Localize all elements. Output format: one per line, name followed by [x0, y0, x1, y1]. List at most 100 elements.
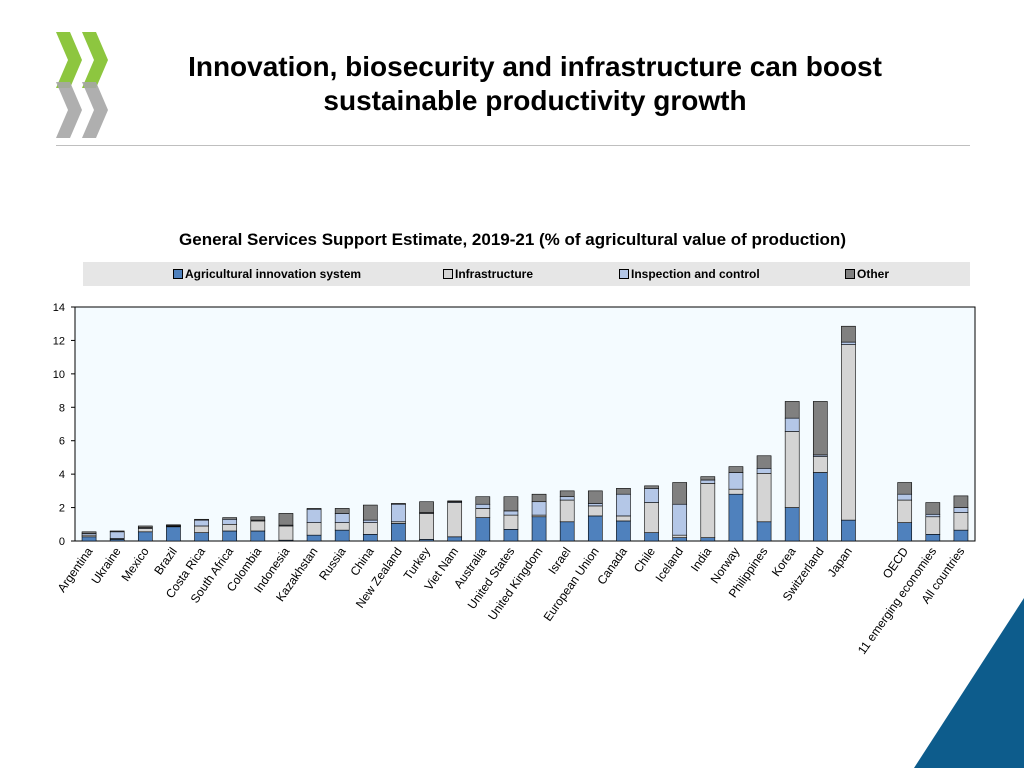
bar-segment	[475, 496, 491, 505]
x-category-label: Japan	[825, 545, 855, 580]
y-tick-label: 10	[53, 369, 65, 381]
bar-segment	[728, 493, 744, 542]
y-tick-label: 0	[59, 536, 65, 548]
legend-item-infrastructure: Infrastructure	[443, 262, 533, 286]
bar-segment	[447, 500, 463, 503]
bar-segment	[166, 526, 181, 542]
bar-segment	[812, 401, 828, 456]
bar-segment	[531, 493, 547, 503]
bar-segment	[812, 456, 828, 473]
bar-segment	[953, 495, 969, 508]
x-category-label: Iceland	[652, 545, 686, 585]
bar-segment	[700, 537, 716, 542]
logo-chevron-green-right	[82, 32, 108, 88]
bar-segment	[756, 473, 772, 523]
bar-segment	[334, 522, 350, 531]
y-tick-label: 6	[59, 436, 65, 448]
corner-decoration	[914, 598, 1024, 768]
bar-segment	[306, 508, 322, 523]
bar-segment	[953, 507, 969, 513]
y-tick-label: 4	[59, 469, 65, 481]
bar-segment	[306, 508, 322, 510]
bar-segment	[278, 525, 294, 541]
bar-segment	[784, 507, 800, 542]
bar-segment	[756, 521, 772, 542]
legend-swatch-innovation	[173, 269, 183, 279]
bar-segment	[391, 503, 406, 523]
legend-item-inspection: Inspection and control	[619, 262, 760, 286]
bar-segment	[953, 512, 969, 531]
bar-segment	[81, 536, 97, 542]
bar-segment	[334, 508, 350, 514]
bar-segment	[250, 530, 266, 542]
bar-segment	[587, 515, 603, 542]
bar-segment	[194, 525, 209, 533]
bar-segment	[222, 518, 238, 525]
bar-segment	[841, 519, 856, 542]
bar-segment	[222, 530, 238, 542]
bar-segment	[812, 472, 828, 542]
bar-segment	[925, 534, 941, 542]
y-tick-label: 12	[53, 335, 65, 347]
bar-segment	[841, 344, 856, 521]
bar-segment	[756, 455, 772, 469]
bar-segment	[109, 531, 125, 539]
bar-segment	[700, 479, 716, 484]
y-tick-label: 14	[53, 302, 65, 314]
bar-segment	[587, 490, 603, 504]
bar-segment	[728, 466, 744, 473]
bar-segment	[419, 513, 434, 540]
bar-segment	[194, 518, 209, 521]
x-category-label: Chile	[631, 544, 658, 575]
bar-segment	[194, 519, 209, 527]
slide-title: Innovation, biosecurity and infrastructu…	[120, 50, 950, 118]
x-category-label: Russia	[316, 544, 349, 582]
bar-segment	[137, 531, 153, 542]
bar-segment	[616, 488, 631, 495]
bar-segment	[953, 529, 969, 542]
title-divider	[56, 145, 970, 146]
bar-segment	[756, 467, 772, 474]
logo-chevron-grey-left	[56, 82, 82, 138]
bar-segment	[897, 493, 913, 501]
slide-title-line-2: sustainable productivity growth	[323, 85, 747, 116]
x-category-label: Mexico	[118, 544, 151, 583]
legend-label-innovation: Agricultural innovation system	[185, 267, 362, 281]
y-tick-label: 8	[59, 402, 65, 414]
bar-segment	[616, 493, 631, 517]
bar-segment	[672, 503, 688, 536]
bar-segment	[784, 417, 800, 432]
bar-segment	[644, 502, 659, 533]
bar-segment	[419, 501, 434, 513]
bar-segment	[587, 503, 603, 507]
legend-label-inspection: Inspection and control	[631, 267, 760, 281]
bar-segment	[362, 534, 378, 542]
bar-segment	[559, 490, 575, 498]
bar-segment	[166, 524, 181, 526]
bar-segment	[503, 528, 519, 542]
logo-chevron-green-left	[56, 32, 82, 88]
bar-segment	[644, 488, 659, 503]
bar-segment	[447, 536, 463, 542]
x-category-label: Brazil	[151, 545, 180, 578]
legend-item-other: Other	[845, 262, 889, 286]
bar-segment	[672, 482, 688, 505]
bar-segment	[475, 503, 491, 509]
bar-segment	[700, 476, 716, 481]
bar-segment	[672, 537, 688, 542]
bar-segment	[362, 522, 378, 535]
bar-segment	[644, 485, 659, 489]
bar-segment	[728, 472, 744, 490]
bar-segment	[784, 401, 800, 419]
bar-segment	[616, 515, 631, 522]
bar-segment	[222, 517, 238, 520]
legend-swatch-infrastructure	[443, 269, 453, 279]
chart-title: General Services Support Estimate, 2019-…	[179, 230, 846, 249]
bar-segment	[672, 534, 688, 538]
x-category-label: European Union	[541, 545, 602, 624]
bar-segment	[841, 341, 856, 345]
bar-segment	[475, 517, 491, 542]
bar-segment	[587, 505, 603, 517]
bar-segment	[559, 521, 575, 542]
